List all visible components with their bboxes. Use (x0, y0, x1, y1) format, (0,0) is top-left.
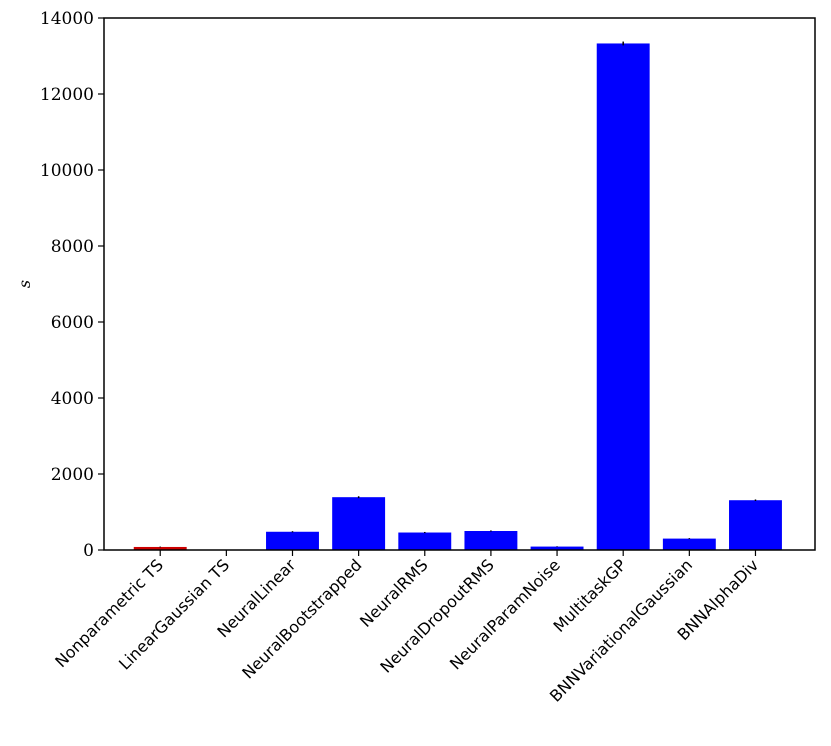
bars-group (133, 43, 782, 551)
y-tick-label: 8000 (51, 237, 94, 257)
bar-nonparametric-ts (133, 546, 187, 550)
bar-neuralparamnoise (530, 546, 584, 550)
y-tick-label: 10000 (40, 161, 94, 181)
y-tick-label: 0 (83, 541, 94, 561)
bar-bnnvariationalgaussian (662, 538, 716, 550)
bar-neuraldropoutrms (464, 531, 518, 550)
bar-bnnalphadiv (729, 500, 782, 550)
x-tick-label: LinearGaussian TS (115, 555, 233, 673)
bar-neuralbootstrapped (332, 497, 386, 550)
y-tick-label: 14000 (40, 9, 94, 29)
y-tick-label: 12000 (40, 85, 94, 105)
x-tick-label: NeuralParamNoise (446, 555, 564, 673)
y-tick-label: 4000 (51, 389, 94, 409)
bar-multitaskgp (596, 43, 650, 551)
bar-neuralrms (398, 532, 452, 550)
y-tick-label: 2000 (51, 465, 94, 485)
bar-neurallinear (266, 531, 319, 550)
x-tick-label: NeuralBootstrapped (238, 555, 365, 682)
plot-frame (103, 17, 816, 551)
y-tick-label: 6000 (51, 313, 94, 333)
x-tick-label: NeuralDropoutRMS (376, 555, 497, 676)
y-axis-label-group: s (15, 280, 34, 288)
x-tick-label: Nonparametric TS (51, 555, 167, 671)
error-bars-group (159, 41, 757, 550)
y-axis-label: s (15, 280, 34, 288)
y-ticks-group: 0 2000 4000 6000 8000 10000 12000 14000 (40, 9, 104, 561)
